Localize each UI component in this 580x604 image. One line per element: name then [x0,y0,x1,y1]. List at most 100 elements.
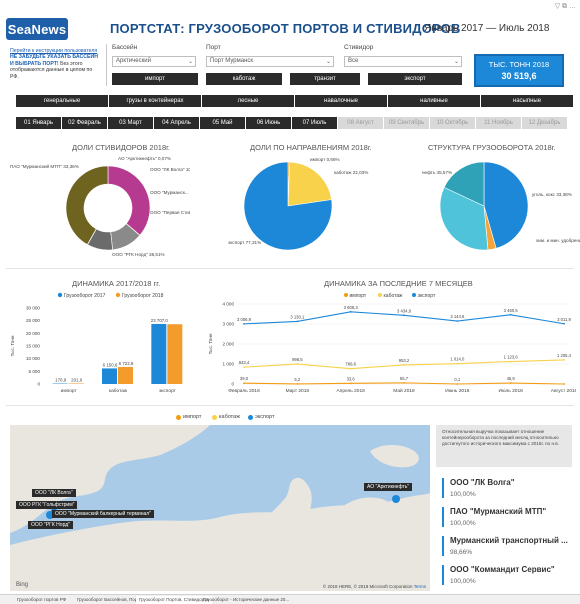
map-label-lk-volga[interactable]: ООО "ЛК Волга" [32,489,76,497]
line-point[interactable] [243,366,245,369]
cargo-button-3[interactable]: навалочные [295,95,387,107]
structure-pie-chart[interactable]: нефть 45,57% уголь, кокс 33,38% хим. и мин… [384,150,580,268]
month-button-6[interactable]: 07 Июль [292,117,337,129]
map-terms-link[interactable]: Terms [413,584,426,589]
page-tab-0[interactable]: Грузооборот портов РФ [17,597,67,602]
month-button-3[interactable]: 04 Апрель [154,117,199,129]
line-point[interactable] [456,362,459,365]
pie-slice-0[interactable] [483,161,529,249]
stevedores-donut-chart[interactable]: ПАО "Мурманский МТП" 33,36% АО "Арктикнеф… [0,150,190,268]
map-view[interactable]: ООО "ЛК Волга" ООО РГК "Гольфстрим" ООО … [10,425,430,591]
line-point[interactable] [403,364,405,366]
map-label-arktikneft[interactable]: АО "Арктикнефть" [364,483,413,491]
line-point[interactable] [403,381,405,384]
pie-slice-5[interactable] [65,165,109,245]
line-point[interactable] [349,382,352,385]
line-value-label: 3 006,9 [237,317,252,322]
page-tab-2[interactable]: Грузооборот Портов, Стивидоров [136,596,213,604]
ranking-item[interactable]: ПАО "Мурманский МТП" 100,00% [442,507,572,527]
line-point[interactable] [509,313,512,316]
month-button-11[interactable]: 12 Декабрь [522,117,567,129]
line-point[interactable] [296,382,299,385]
month-button-5[interactable]: 06 Июнь [246,117,291,129]
basin-value: Арктический [116,58,151,64]
stevedore-select[interactable]: Все ⌄ [344,56,462,67]
hint-rest: Без этого отображаются данные в целом по… [10,60,93,80]
line-point[interactable] [243,382,245,385]
map-label-golfstrim[interactable]: ООО РГК "Гольфстрим" [16,501,78,509]
filter-icon[interactable]: ▽ [554,3,561,10]
page-tab-1[interactable]: Грузооборот Бассейнов, Портов... [77,597,148,602]
ranking-name: ПАО "Мурманский МТП" [450,507,547,516]
ranking-item[interactable]: ООО "ЛК Волга" 100,00% [442,478,572,498]
line-point[interactable] [563,322,565,325]
cargo-button-4[interactable]: наливные [388,95,480,107]
pie-slice-2[interactable] [439,186,489,251]
period-range[interactable]: Январь 2017 — Июль 2018 [424,23,549,34]
pie-slice-1[interactable] [287,161,332,207]
directions-pie-chart[interactable]: импорт 0,66% каботаж 22,03% экспорт 77,31% [192,150,382,268]
pie-slice-3[interactable] [443,161,485,207]
cargo-button-1[interactable]: грузы в контейнерах [109,95,201,107]
bar-value-label: 201,6 [71,377,83,382]
slice-label-2: экспорт 77,31% [228,240,261,245]
bar-2-0[interactable] [151,323,167,384]
ranking-item[interactable]: ООО "Коммандит Сервис" 100,00% [442,565,572,585]
line-point[interactable] [403,314,405,317]
month-button-0[interactable]: 01 Январь [16,117,61,129]
monthly-line-chart[interactable]: 0 1 000 2 000 3 000 4 000 Тыс. Тонн Февраль 20… [200,286,576,404]
pie-slice-2[interactable] [243,161,333,251]
month-button-7[interactable]: 08 Август [338,117,383,129]
month-button-9[interactable]: 10 Октябрь [430,117,475,129]
line-point[interactable] [563,358,565,361]
month-button-8[interactable]: 09 Сентябрь [384,117,429,129]
direction-button-0[interactable]: импорт [112,73,198,85]
ranking-percent: 100,00% [450,520,476,527]
stevedores-title: ДОЛИ СТИВИДОРОВ 2018г. [72,143,171,152]
pie-slice-0[interactable] [107,165,151,236]
map-label-bulk-terminal[interactable]: ООО "Мурманский балкерный терминал" [52,510,154,518]
line-point[interactable] [349,310,352,313]
map-marker[interactable] [392,495,400,503]
direction-button-1[interactable]: каботаж [206,73,282,85]
map-label-rgk-nord[interactable]: ООО "РГК Норд" [28,521,73,529]
page-tab-3[interactable]: Грузооборот - Исторические данные 20... [203,597,290,602]
line-point[interactable] [509,382,512,384]
annual-bar-chart[interactable]: 0 5 000 10 000 15 000 20 000 25 000 30 000 Тыс.… [4,286,198,404]
ranking-item[interactable]: Мурманский транспортный ... 98,66% [442,536,572,556]
month-button-10[interactable]: 11 Ноябрь [476,117,521,129]
cargo-button-5[interactable]: насыпные [481,95,573,107]
line-point[interactable] [349,367,352,370]
direction-button-3[interactable]: экспорт [368,73,462,85]
line-point[interactable] [243,322,245,325]
bar-2-1[interactable] [167,324,183,384]
line-point[interactable] [456,383,459,385]
logo-sea-text: Sea [7,21,32,37]
map-legend-item: экспорт [248,414,275,420]
expand-icon[interactable]: ⧉ [562,3,568,10]
line-point[interactable] [296,363,299,365]
bar-1-0[interactable] [102,368,117,384]
port-select[interactable]: Порт Мурманск ⌄ [206,56,334,67]
bar-value-label: 23 707,0 [151,318,169,323]
bar-0-1[interactable] [68,383,84,384]
cargo-button-0[interactable]: генеральные [16,95,108,107]
line-point[interactable] [509,360,512,363]
x-tick-label: Май 2018 [393,387,415,394]
line-value-label: 3 011,9 [557,317,571,322]
month-button-1[interactable]: 02 Февраль [62,117,107,129]
line-point[interactable] [563,383,565,385]
bar-1-1[interactable] [118,366,133,384]
slice-label-3: ООО "Мурманск... 9,1% [150,190,190,195]
month-button-2[interactable]: 03 Март [108,117,153,129]
line-point[interactable] [456,320,459,323]
direction-button-2[interactable]: транзит [290,73,360,85]
basin-select[interactable]: Арктический ⌄ [112,56,196,67]
cargo-button-2[interactable]: лесные [202,95,294,107]
more-icon[interactable]: … [569,3,576,10]
y-tick-label: 30 000 [26,306,40,311]
instruction-link[interactable]: Перейти к инструкции пользователя [10,48,98,54]
window-controls[interactable]: ▽ ⧉ … [555,2,576,11]
month-button-4[interactable]: 05 Май [200,117,245,129]
line-point[interactable] [296,320,299,323]
